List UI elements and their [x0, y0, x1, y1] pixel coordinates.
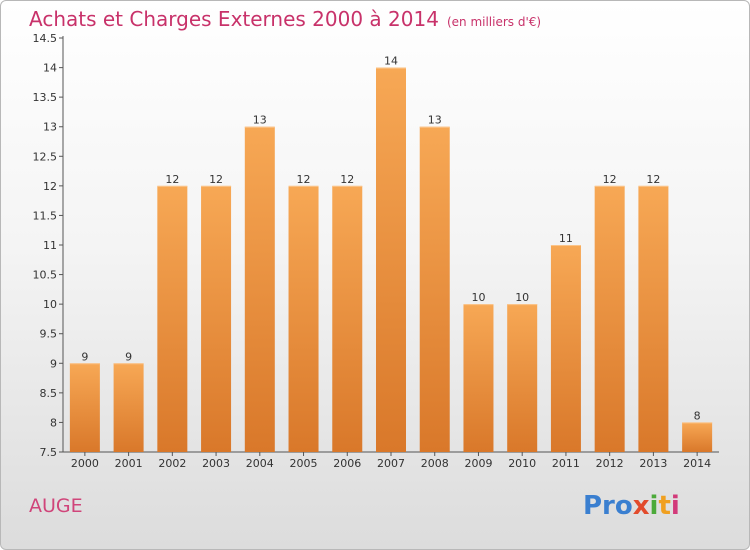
bar-2002: [157, 185, 188, 452]
logo-part-i1: i: [649, 491, 659, 521]
bar-2007: [376, 67, 406, 453]
data-label-2007: 14: [384, 55, 398, 68]
data-label-2006: 12: [340, 173, 354, 186]
bar-2003: [201, 185, 232, 452]
y-tick-label: 11: [43, 239, 57, 252]
bar-2011: [550, 245, 581, 452]
data-label-2012: 12: [603, 173, 617, 186]
y-tick-label: 9.5: [40, 328, 58, 341]
x-tick-label-2000: 2000: [71, 457, 99, 470]
x-tick-label-2014: 2014: [683, 457, 711, 470]
y-tick-label: 13.5: [33, 91, 58, 104]
bar-2001: [113, 363, 144, 452]
data-label-2008: 13: [428, 114, 442, 127]
data-label-2014: 8: [694, 409, 701, 422]
y-tick-label: 14.5: [33, 32, 58, 45]
bar-2008: [419, 126, 450, 452]
x-tick-label-2009: 2009: [464, 457, 492, 470]
y-tick-label: 10: [43, 298, 57, 311]
y-tick-label: 12.5: [33, 150, 58, 163]
y-tick-label: 9: [50, 357, 57, 370]
data-labels: 9 9 12 12 13 12 12 14 13 10 10 11 12 12 8: [81, 55, 700, 423]
y-tick-label: 14: [43, 62, 57, 75]
bar-2010: [507, 304, 538, 452]
data-label-2002: 12: [165, 173, 179, 186]
proxiti-logo[interactable]: Proxiti: [583, 491, 680, 521]
y-tick-label: 11.5: [33, 209, 58, 222]
y-tick-label: 7.5: [40, 446, 58, 459]
data-label-2011: 11: [559, 232, 573, 245]
y-tick-label: 12: [43, 180, 57, 193]
bar-2006: [332, 185, 363, 452]
x-tick-label-2001: 2001: [115, 457, 143, 470]
data-label-2004: 13: [253, 114, 267, 127]
x-tick-label-2002: 2002: [158, 457, 186, 470]
commune-name: AUGE: [29, 495, 83, 517]
x-tick-label-2012: 2012: [596, 457, 624, 470]
chart-title-text: Achats et Charges Externes 2000 à 2014: [29, 7, 439, 31]
data-label-2000: 9: [81, 350, 88, 363]
chart-subtitle: (en milliers d'€): [446, 15, 542, 29]
x-tick-label-2003: 2003: [202, 457, 230, 470]
y-tick-label: 8: [50, 416, 57, 429]
axes: 7.5 8 8.5 9 9.5 10 10.5 11 11.5 12 12.5 13 13.5 14 14.…: [33, 32, 719, 470]
x-tick-label-2010: 2010: [508, 457, 536, 470]
chart-title: Achats et Charges Externes 2000 à 2014 (e…: [29, 7, 541, 31]
logo-part-t: t: [658, 491, 671, 521]
x-tick-label-2004: 2004: [246, 457, 274, 470]
logo-part-pro: Pro: [583, 491, 633, 521]
data-label-2013: 12: [646, 173, 660, 186]
bar-2005: [288, 185, 319, 452]
data-label-2003: 12: [209, 173, 223, 186]
bar-2009: [463, 304, 494, 452]
bar-2004: [244, 126, 275, 452]
data-label-2009: 10: [471, 291, 485, 304]
bars: [69, 67, 713, 453]
data-label-2001: 9: [125, 350, 132, 363]
bar-2013: [638, 185, 669, 452]
bar-2000: [69, 363, 100, 452]
y-tick-label: 8.5: [40, 387, 58, 400]
bar-2012: [594, 185, 625, 452]
x-tick-label-2008: 2008: [421, 457, 449, 470]
x-tick-label-2011: 2011: [552, 457, 580, 470]
logo-part-i2: i: [670, 491, 680, 521]
x-tick-label-2007: 2007: [377, 457, 405, 470]
logo-part-x: x: [632, 491, 650, 521]
bar-2014: [682, 422, 713, 452]
x-tick-label-2005: 2005: [290, 457, 318, 470]
x-tick-label-2006: 2006: [333, 457, 361, 470]
data-label-2005: 12: [297, 173, 311, 186]
y-tick-label: 10.5: [33, 269, 58, 282]
x-tick-label-2013: 2013: [639, 457, 667, 470]
y-tick-label: 13: [43, 121, 57, 134]
data-label-2010: 10: [515, 291, 529, 304]
